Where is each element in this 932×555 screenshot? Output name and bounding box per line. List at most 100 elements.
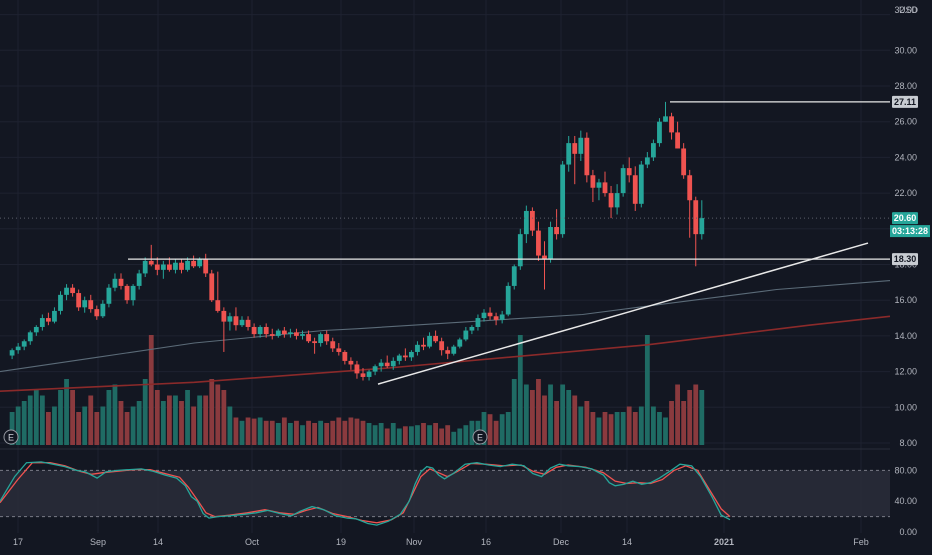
candle-body [233,316,239,326]
volume-bar [179,401,184,445]
volume-bar [699,390,705,445]
candle-body [487,312,493,317]
time-tick-label: 14 [622,537,632,547]
price-tick-label: 10.00 [894,402,917,412]
candle-body [148,260,154,265]
volume-bar [663,417,668,445]
volume-bar [227,406,233,445]
volume-bar [306,420,311,445]
stochastic-tick-label: 80.00 [894,465,917,475]
resistance-price-tag: 27.11 [892,95,918,108]
volume-bar [112,384,118,445]
volume-bar [9,412,15,445]
earnings-marker-circle [3,429,19,445]
volume-bar [566,390,572,445]
candle-body [100,303,106,317]
candle-body [106,287,112,304]
candle-body [275,330,281,336]
candle-body [463,330,469,340]
candle-body [409,351,414,358]
candle-body [584,137,590,176]
volume-bar [560,384,566,445]
candle-body [499,314,505,320]
candle-body [197,259,203,267]
axis-layer: USD8.0010.0012.0014.0016.0018.0020.0022.… [13,0,932,550]
volume-bar [620,412,626,445]
volume-bar [167,395,172,445]
candle-body [112,278,118,288]
volume-bar [281,417,287,445]
volume-bar [644,335,650,445]
earnings-marker-label: E [8,433,14,443]
support-price-tag-bg [892,253,918,266]
candle-body [324,334,330,342]
volume-bar [245,417,251,445]
volume-bar [275,423,281,445]
candle-body [281,330,287,335]
stochastic-band [0,470,890,517]
volume-bar [324,423,330,445]
candle-body [203,259,209,274]
volume-bar [596,417,602,445]
candle-body [27,332,33,342]
candle-body [608,193,614,208]
volume-bar [76,412,82,445]
candle-body [209,273,215,301]
drawing-layer[interactable] [0,101,890,385]
candle-body [179,262,184,270]
earnings-marker[interactable]: E [472,429,488,445]
volume-bar [88,395,94,445]
earnings-marker[interactable]: E [3,429,19,445]
volume-bar [554,401,559,445]
candle-body [402,355,408,358]
candle-body [602,182,608,194]
volume-bar [106,390,112,445]
volume-bar [203,395,209,445]
candle-body [64,287,69,295]
trendline[interactable] [377,242,869,385]
candle-body [372,366,378,372]
volume-bar [505,412,511,445]
volume-bar [39,395,45,445]
candle-body [433,335,438,342]
volume-bar [439,428,445,445]
volume-bar [651,406,656,445]
volume-bar [427,425,432,445]
price-tick-label: 8.00 [899,438,917,448]
time-tick-label: 17 [13,537,23,547]
moving-average-layer [0,280,891,392]
candle-body [675,132,680,149]
volume-bar [209,379,215,445]
countdown-tag: 03:13:28 [890,225,930,238]
volume-bar [94,412,100,445]
volume-bar [372,425,378,445]
price-tick-label: 26.00 [894,117,917,127]
candle-body [136,273,142,286]
candle-body [354,364,360,374]
candle-body [681,148,687,176]
volume-bar [614,412,620,445]
stochastic-k-line [0,461,731,526]
volume-bar [64,379,69,445]
candle-body [167,264,172,270]
candle-body [336,348,342,352]
volume-bar [342,420,348,445]
candle-body [523,210,529,235]
candle-body [251,326,257,335]
time-tick-label: Nov [406,537,423,547]
candle-body [70,287,75,294]
volume-bar [463,425,469,445]
volume-bar [493,420,499,445]
volume-bar [233,417,239,445]
volume-bar [312,423,317,445]
candle-body [348,360,354,365]
earnings-marker-label: E [477,433,483,443]
candle-body [124,285,130,301]
candle-body [566,143,572,165]
volume-bar [675,384,680,445]
stochastic-background [0,469,890,518]
volume-bar [384,428,390,445]
